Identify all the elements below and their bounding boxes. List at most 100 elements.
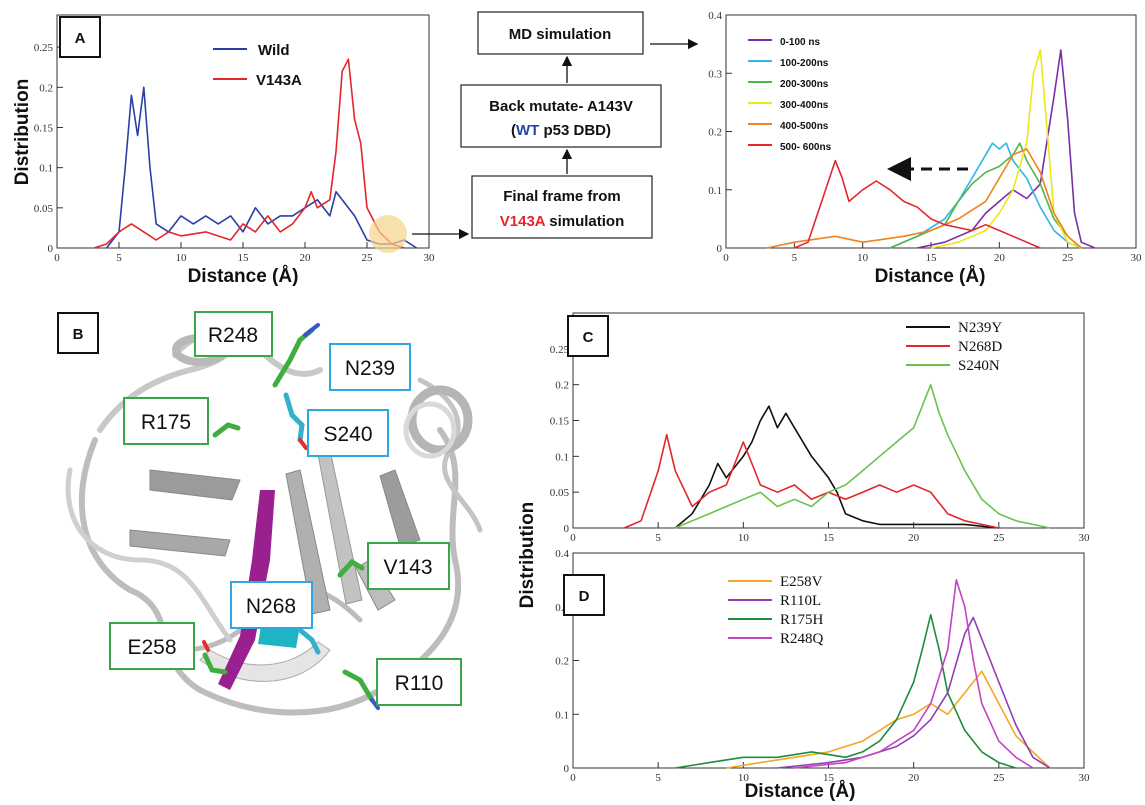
panel-a-ticks: 0 5 10 15 20 25 30 0 0.05 0.1 0.15 0.2 0.25 xyxy=(34,42,435,264)
legend-label-r110l: R110L xyxy=(780,593,821,609)
panel-time-ytick-label: 0.4 xyxy=(708,10,722,22)
panel-a-label-box xyxy=(59,16,101,58)
panel-d-legend: E258V R110L R175H R248Q xyxy=(728,574,824,647)
flow-box-finalframe xyxy=(471,175,653,239)
strand-magenta xyxy=(218,490,275,690)
strand-5 xyxy=(379,469,421,547)
panel-a-xtick-label: 30 xyxy=(424,252,436,264)
series-line-wild xyxy=(105,86,418,249)
panel-a: 0 5 10 15 20 25 30 0 0.05 0.1 0.15 0.2 0.25 A Wild V… xyxy=(12,14,435,287)
panel-a-xtick-label: 0 xyxy=(54,252,60,264)
panel-time-ytick-label: 0.3 xyxy=(708,68,722,80)
legend-label-500-600ns: 500- 600ns xyxy=(780,142,832,153)
panel-a-ylabel: Distribution xyxy=(12,79,33,186)
series-line-r248q xyxy=(794,579,1034,769)
loop-outline xyxy=(78,427,462,716)
residue-box-v143 xyxy=(367,542,450,590)
residue-label-r248: R248 xyxy=(208,324,258,347)
panel-time: 0 5 10 15 20 25 30 0 0.1 0.2 0.3 0.4 0-100 ns 100-20… xyxy=(708,10,1142,287)
stick-v143 xyxy=(337,558,365,578)
legend-label-100-200ns: 100-200ns xyxy=(780,58,829,69)
panel-d-ylabel: Distribution xyxy=(517,502,538,609)
helix-right xyxy=(407,385,473,455)
panel-a-xlabel: Distance (Å) xyxy=(188,266,299,287)
panel-time-xtick-label: 5 xyxy=(792,252,798,264)
panel-a-xtick-label: 25 xyxy=(362,252,374,264)
legend-label-n239y: N239Y xyxy=(958,320,1002,336)
legend-label-0-100-ns: 0-100 ns xyxy=(780,37,820,48)
panel-time-xtick-label: 0 xyxy=(723,252,729,264)
panel-c-label-box xyxy=(567,315,609,357)
panel-time-series xyxy=(766,49,1096,249)
panel-d-xtick-label: 20 xyxy=(908,772,920,784)
flow-box-finalframe-line2: V143A simulation xyxy=(500,213,625,230)
panel-a-series xyxy=(93,58,418,249)
panel-d-series xyxy=(675,579,1051,769)
residue-box-r110 xyxy=(376,658,462,706)
panel-time-xtick-label: 25 xyxy=(1062,252,1074,264)
panel-time-ytick-label: 0.2 xyxy=(708,127,722,139)
stick-e258 xyxy=(202,652,228,675)
panel-d-xtick-label: 15 xyxy=(823,772,835,784)
flow-box-md xyxy=(477,11,644,55)
residue-box-e258 xyxy=(109,622,195,670)
strand-1 xyxy=(149,469,241,501)
legend-label-r248q: R248Q xyxy=(780,631,824,647)
flow-box-backmutate-line1: Back mutate- A143V xyxy=(489,98,633,115)
residue-label-r110: R110 xyxy=(395,672,444,695)
panel-a-ytick-label: 0.1 xyxy=(39,163,53,175)
series-line-n239y xyxy=(674,405,999,529)
panel-time-xtick-label: 20 xyxy=(994,252,1006,264)
panel-d-xtick-label: 25 xyxy=(993,772,1005,784)
panel-c-series xyxy=(623,383,1051,529)
panel-c-ytick-label: 0.05 xyxy=(550,487,570,499)
series-line-s240n xyxy=(674,383,1051,529)
residue-box-n239 xyxy=(329,343,411,391)
panel-d-xtick-label: 10 xyxy=(738,772,750,784)
panel-b-label: B xyxy=(73,326,84,343)
workflow: MD simulation Back mutate- A143V (WT p53… xyxy=(412,11,699,240)
panel-b-label-box xyxy=(57,312,99,354)
series-line-r175h xyxy=(675,614,1017,769)
panel-a-ytick-label: 0.05 xyxy=(34,203,54,215)
panel-c-xtick-label: 20 xyxy=(908,532,920,544)
panel-time-ticks: 0 5 10 15 20 25 30 0 0.1 0.2 0.3 0.4 xyxy=(708,10,1142,264)
panel-c-ytick-label: 0.2 xyxy=(555,380,569,392)
legend-label-s240n: S240N xyxy=(958,358,1000,374)
legend-label-200-300ns: 200-300ns xyxy=(780,79,829,90)
panel-d-label-box xyxy=(563,574,605,616)
series-line-100-200ns xyxy=(889,142,1082,249)
panel-d-ytick-label: 0 xyxy=(564,763,570,775)
series-line-500-600ns xyxy=(793,159,1041,249)
residue-box-s240 xyxy=(307,409,389,457)
panel-c-ytick-label: 0 xyxy=(564,523,570,535)
flow-box-backmutate xyxy=(460,84,662,148)
residue-box-r175 xyxy=(123,397,209,445)
panel-c-ytick-label: 0.15 xyxy=(550,416,570,428)
residue-labels: R248 N239 R175 S240 V143 N268 E258 R110 xyxy=(109,311,462,706)
legend-label-v143a: V143A xyxy=(256,72,302,89)
panel-a-ytick-label: 0.2 xyxy=(39,82,53,94)
residue-label-n239: N239 xyxy=(345,357,395,380)
flow-box-finalframe-line1: Final frame from xyxy=(503,188,621,205)
panel-c-xtick-label: 30 xyxy=(1079,532,1091,544)
legend-label-r175h: R175H xyxy=(780,612,824,628)
panel-d-xtick-label: 30 xyxy=(1079,772,1091,784)
legend-label-e258v: E258V xyxy=(780,574,823,590)
stick-n239-o xyxy=(298,438,308,450)
strand-bottom xyxy=(199,641,331,682)
stick-r110-n xyxy=(370,698,380,710)
stick-r248-n xyxy=(303,323,320,337)
panel-time-xtick-label: 10 xyxy=(857,252,869,264)
panel-d-xtick-label: 0 xyxy=(570,772,576,784)
panel-a-ytick-label: 0.25 xyxy=(34,42,54,54)
panel-d-ytick-label: 0.4 xyxy=(555,548,569,560)
panel-c: 0 5 10 15 20 25 30 0 0.05 0.1 0.15 0.2 0.25 N239Y N26… xyxy=(550,312,1091,544)
panel-a-legend: Wild V143A xyxy=(213,42,302,89)
panel-a-xtick-label: 10 xyxy=(176,252,188,264)
loop-left xyxy=(65,467,233,643)
series-line-200-300ns xyxy=(889,142,1082,249)
residue-label-r175: R175 xyxy=(141,411,191,434)
panel-c-ytick-label: 0.1 xyxy=(555,451,569,463)
